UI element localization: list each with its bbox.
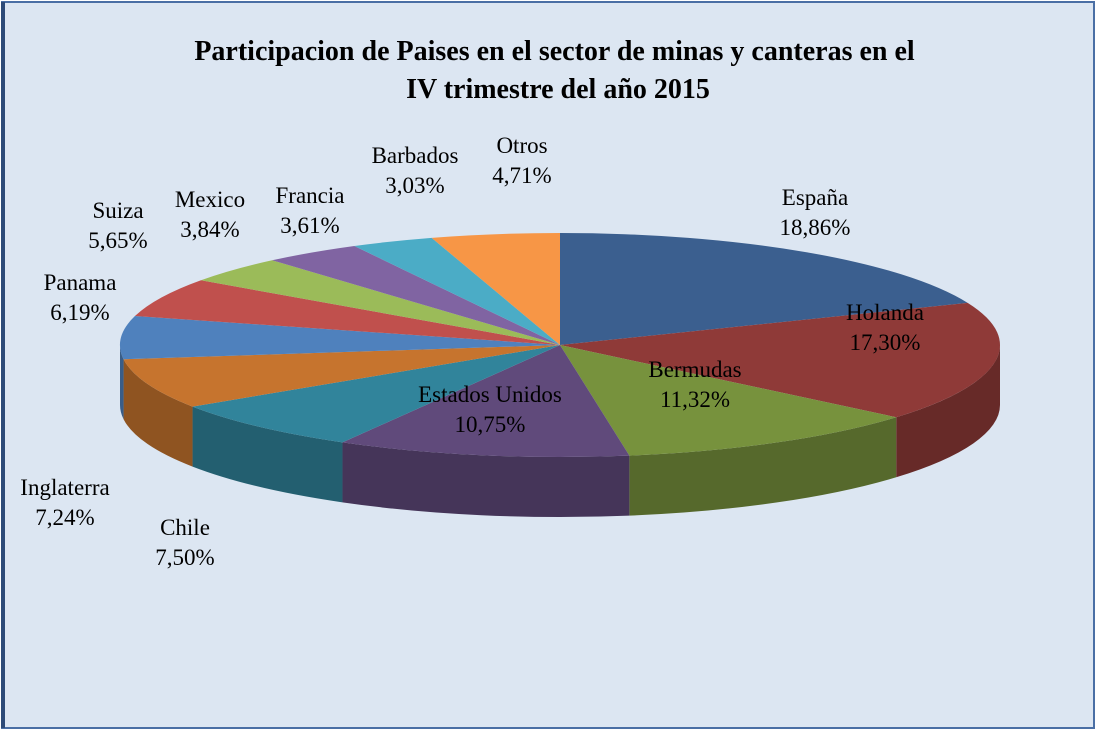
label-value: 3,84% bbox=[180, 217, 239, 242]
label-category: Panama bbox=[44, 270, 117, 295]
slice bbox=[431, 233, 560, 345]
label-value: 17,30% bbox=[850, 330, 921, 355]
label-value: 4,71% bbox=[492, 163, 551, 188]
data-label: Inglaterra 7,24% bbox=[20, 475, 109, 530]
slice bbox=[200, 260, 561, 345]
label-value: 3,61% bbox=[280, 213, 339, 238]
label-category: Holanda bbox=[846, 300, 924, 325]
chart-title: Participacion de Paises en el sector de … bbox=[194, 36, 921, 105]
label-category: Suiza bbox=[92, 198, 143, 223]
label-category: Inglaterra bbox=[20, 475, 109, 500]
label-category: Estados Unidos bbox=[418, 382, 562, 407]
title-line: Participacion de Paises en el sector de … bbox=[194, 36, 915, 67]
data-label: Holanda 17,30% bbox=[846, 300, 924, 355]
label-category: Bermudas bbox=[648, 357, 741, 382]
slice bbox=[354, 237, 560, 345]
label-value: 18,86% bbox=[780, 215, 851, 240]
slice bbox=[560, 233, 968, 345]
data-label: Suiza 5,65% bbox=[88, 198, 147, 253]
data-label: Bermudas 11,32% bbox=[648, 357, 741, 412]
slice-side bbox=[342, 442, 630, 517]
label-category: Mexico bbox=[175, 187, 245, 212]
label-value: 7,24% bbox=[35, 505, 94, 530]
slice-side bbox=[120, 345, 124, 420]
slice bbox=[560, 302, 1000, 418]
slice bbox=[134, 280, 560, 345]
data-label: España 18,86% bbox=[780, 185, 851, 240]
data-label: Otros 4,71% bbox=[492, 133, 551, 188]
label-value: 11,32% bbox=[660, 387, 730, 412]
label-category: Francia bbox=[276, 183, 345, 208]
slice bbox=[342, 345, 630, 458]
data-label: Panama 6,19% bbox=[44, 270, 117, 325]
slice-side bbox=[192, 406, 343, 503]
label-value: 10,75% bbox=[455, 412, 526, 437]
label-category: España bbox=[782, 185, 848, 210]
data-label: Mexico 3,84% bbox=[175, 187, 245, 242]
slice bbox=[560, 345, 897, 456]
label-value: 6,19% bbox=[50, 300, 109, 325]
data-label: Estados Unidos 10,75% bbox=[418, 382, 562, 437]
data-label: Chile 7,50% bbox=[155, 515, 214, 570]
slice bbox=[123, 345, 561, 407]
label-value: 5,65% bbox=[88, 228, 147, 253]
slice-side bbox=[629, 417, 897, 516]
label-value: 7,50% bbox=[155, 545, 214, 570]
data-label: Barbados 3,03% bbox=[372, 143, 459, 198]
slice bbox=[192, 345, 560, 443]
data-label: Francia 3,61% bbox=[276, 183, 345, 238]
label-value: 3,03% bbox=[385, 173, 444, 198]
slice-side bbox=[896, 345, 1000, 478]
slice-side bbox=[123, 359, 193, 467]
label-category: Otros bbox=[496, 133, 547, 158]
slice bbox=[272, 245, 560, 345]
slice bbox=[119, 316, 560, 360]
label-category: Barbados bbox=[372, 143, 459, 168]
label-category: Chile bbox=[160, 515, 210, 540]
title-line: IV trimestre del año 2015 bbox=[406, 74, 710, 105]
